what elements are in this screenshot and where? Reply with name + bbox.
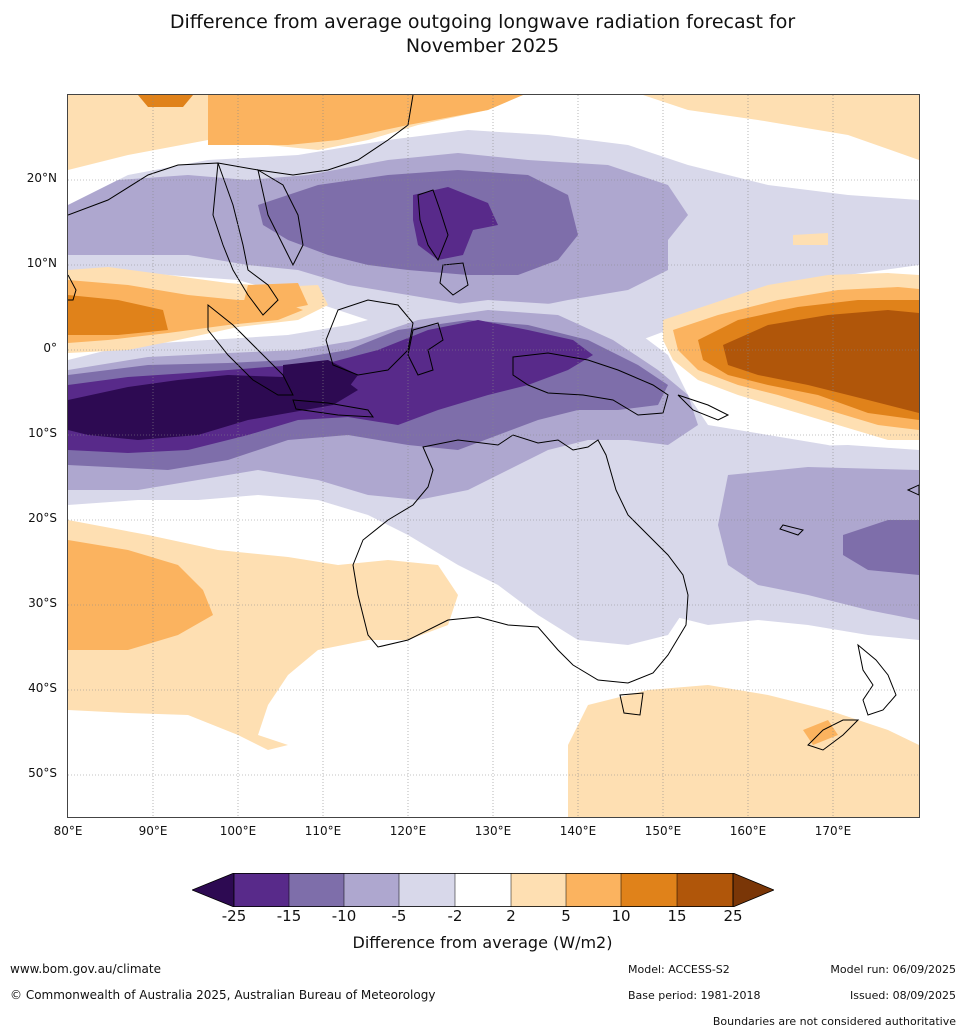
colorbar-swatch: [511, 873, 566, 907]
model-text: Model: ACCESS-S2: [628, 963, 730, 976]
lon-label: 130°E: [474, 824, 512, 838]
colorbar-swatch: [455, 873, 511, 907]
lat-label: 50°S: [28, 766, 57, 780]
lat-label: 40°S: [28, 681, 57, 695]
lon-label: 120°E: [389, 824, 427, 838]
colorbar-swatch: [621, 873, 677, 907]
colorbar-tick: 15: [667, 907, 687, 925]
colorbar: [192, 873, 774, 907]
colorbar-tick: -15: [276, 907, 302, 925]
title-line-1: Difference from average outgoing longwav…: [169, 11, 796, 33]
lon-label: 140°E: [559, 824, 597, 838]
colorbar-swatch: [192, 873, 235, 907]
anomaly-region: [243, 283, 308, 313]
colorbar-tick: 5: [561, 907, 571, 925]
title-line-2: November 2025: [405, 35, 560, 57]
colorbar-swatch: [566, 873, 621, 907]
colorbar-tick: -10: [331, 907, 357, 925]
anomaly-region: [568, 685, 919, 817]
anomaly-region: [68, 295, 168, 335]
anomaly-region: [68, 540, 213, 650]
lon-label: 80°E: [53, 824, 83, 838]
lon-label: 110°E: [304, 824, 342, 838]
colorbar-swatch: [289, 873, 344, 907]
colorbar-swatch: [677, 873, 733, 907]
lat-label: 10°N: [26, 256, 57, 270]
anomaly-region: [643, 95, 919, 160]
anomaly-region: [718, 467, 919, 620]
lon-label: 160°E: [729, 824, 767, 838]
colorbar-tick: -5: [391, 907, 407, 925]
lat-label: 10°S: [28, 426, 57, 440]
colorbar-tick: 2: [506, 907, 516, 925]
olr-anomaly-map: [67, 94, 920, 818]
lon-label: 170°E: [814, 824, 852, 838]
colorbar-swatch: [399, 873, 455, 907]
map-canvas: [68, 95, 919, 817]
coastlines: [68, 95, 919, 751]
lon-label: 90°E: [138, 824, 168, 838]
anomaly-region: [138, 95, 193, 107]
colorbar-tick: 25: [723, 907, 743, 925]
anomaly-region: [413, 187, 498, 260]
disclaimer-text: Boundaries are not considered authoritat…: [712, 1015, 956, 1028]
colorbar-swatch: [344, 873, 399, 907]
lon-label: 100°E: [219, 824, 257, 838]
anomaly-region: [68, 375, 358, 440]
lat-label: 30°S: [28, 596, 57, 610]
lat-label: 20°N: [26, 171, 57, 185]
colorbar-swatch: [732, 873, 774, 907]
model-run-text: Model run: 06/09/2025: [830, 963, 956, 976]
issued-text: Issued: 08/09/2025: [849, 989, 956, 1002]
anomaly-region: [208, 95, 523, 145]
website-link[interactable]: www.bom.gov.au/climate: [10, 962, 161, 976]
anomaly-region: [283, 360, 358, 395]
copyright-text: © Commonwealth of Australia 2025, Austra…: [10, 988, 436, 1002]
lon-label: 150°E: [644, 824, 682, 838]
lat-label: 0°: [43, 341, 57, 355]
base-period-text: Base period: 1981-2018: [628, 989, 761, 1002]
colorbar-tick: 10: [611, 907, 631, 925]
colorbar-tick: -2: [447, 907, 463, 925]
anomaly-region: [723, 310, 919, 413]
colorbar-tick: -25: [221, 907, 247, 925]
colorbar-swatch: [234, 873, 289, 907]
anomaly-region: [843, 520, 919, 575]
lat-label: 20°S: [28, 511, 57, 525]
anomaly-region: [793, 233, 828, 245]
graticule: [68, 95, 919, 817]
colorbar-label: Difference from average (W/m2): [352, 933, 613, 952]
map-title: Difference from average outgoing longwav…: [0, 10, 965, 58]
